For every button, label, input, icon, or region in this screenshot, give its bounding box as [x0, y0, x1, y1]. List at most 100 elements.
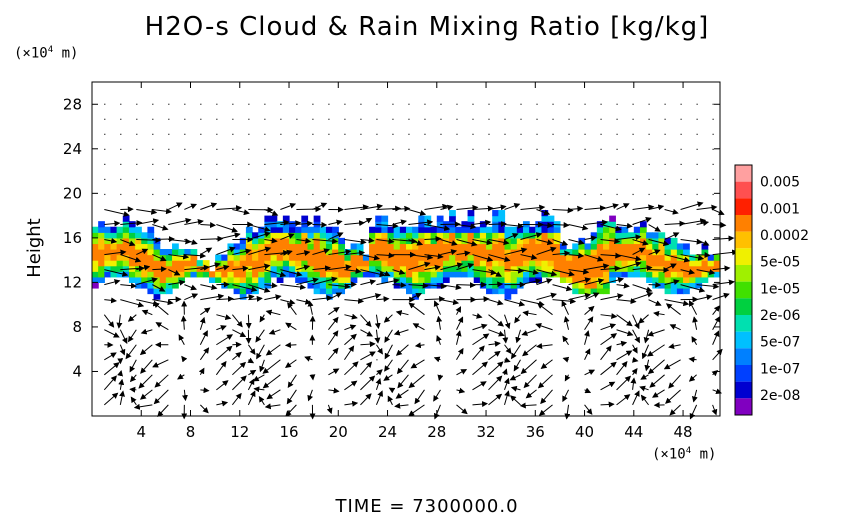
field-cell — [529, 276, 536, 283]
field-cell — [603, 271, 610, 278]
x-tick-label: 20 — [329, 423, 348, 441]
field-cell — [141, 260, 149, 267]
field-cell — [196, 260, 204, 267]
field-cell — [338, 271, 346, 278]
wind-vector — [344, 361, 359, 376]
wind-vector — [525, 389, 537, 399]
field-cell — [122, 226, 130, 233]
colorbar-label: 0.0002 — [760, 228, 809, 244]
field-cell — [332, 232, 339, 239]
field-cell — [553, 232, 561, 239]
field-cell — [572, 260, 579, 267]
wind-vector — [456, 204, 479, 211]
field-cell — [332, 287, 339, 295]
field-cell — [110, 226, 118, 233]
field-cell — [258, 226, 265, 233]
field-cell — [325, 226, 333, 233]
field-cell — [676, 243, 684, 250]
wind-vector — [117, 370, 124, 377]
field-cell — [529, 237, 536, 245]
field-cell — [621, 249, 629, 256]
field-cell — [98, 249, 105, 256]
field-cell — [196, 271, 204, 278]
wind-vector — [184, 252, 207, 259]
wind-vector — [440, 299, 460, 306]
field-cell — [504, 276, 512, 283]
field-cell — [289, 226, 296, 233]
field-cell — [418, 249, 426, 256]
wind-vector — [155, 322, 169, 331]
field-cell — [92, 260, 99, 267]
wind-vector — [433, 389, 441, 402]
field-cell — [652, 271, 660, 278]
field-cell — [178, 249, 185, 256]
field-cell — [110, 260, 118, 267]
field-cell — [609, 260, 616, 267]
field-cell — [676, 260, 684, 267]
field-cell — [387, 260, 395, 267]
field-cell — [683, 243, 690, 250]
wind-vector — [712, 249, 739, 256]
wind-vector — [664, 299, 690, 307]
field-cell — [596, 249, 604, 256]
wind-vector — [396, 359, 409, 375]
field-cell — [516, 237, 524, 245]
wind-vector — [488, 239, 510, 246]
wind-vector — [436, 315, 443, 330]
wind-vector — [600, 345, 612, 361]
field-cell — [375, 243, 382, 250]
wind-vector — [184, 284, 197, 291]
wind-vector — [408, 302, 425, 316]
field-cell — [516, 232, 524, 239]
field-cell — [590, 287, 598, 295]
field-cell — [239, 260, 247, 267]
wind-vector — [152, 236, 175, 243]
field-cell — [603, 254, 610, 261]
field-cell — [325, 254, 333, 261]
wind-vector — [616, 261, 642, 271]
field-cell — [159, 276, 167, 283]
wind-vector — [616, 361, 628, 376]
field-cell — [128, 243, 136, 250]
field-cell — [498, 226, 506, 233]
field-cell — [98, 276, 105, 283]
wind-vector — [140, 328, 153, 335]
field-cell — [646, 265, 653, 272]
field-cell — [670, 249, 678, 256]
field-cell — [406, 265, 413, 272]
field-cell — [713, 254, 721, 261]
wind-vector — [712, 235, 735, 242]
wind-vector — [152, 359, 169, 368]
field-cell — [676, 282, 684, 289]
field-cell — [393, 282, 401, 289]
field-cell — [609, 276, 616, 283]
field-cell — [319, 271, 327, 278]
wind-vector — [104, 279, 121, 286]
field-cell — [467, 254, 475, 261]
wind-vector — [312, 276, 338, 286]
field-cell — [683, 287, 690, 295]
wind-vector — [344, 345, 355, 361]
field-cell — [486, 287, 493, 295]
field-cell — [412, 260, 419, 267]
field-cell — [504, 265, 512, 272]
field-cell — [153, 271, 161, 278]
wind-vector — [414, 342, 425, 349]
field-cell — [252, 271, 259, 278]
field-cell — [535, 226, 543, 233]
field-cell — [381, 249, 389, 256]
wind-vector — [120, 239, 136, 247]
field-cell — [98, 243, 105, 250]
wind-vector — [536, 278, 553, 286]
field-cell — [658, 254, 666, 261]
field-cell — [122, 232, 130, 239]
y-axis-unit: (×104 m) — [14, 45, 79, 62]
wind-vector — [139, 344, 153, 356]
wind-vector — [307, 389, 314, 402]
field-cell — [498, 243, 506, 250]
wind-vector — [504, 299, 526, 307]
field-cell — [603, 232, 610, 239]
wind-vector — [232, 248, 252, 256]
field-cell — [289, 243, 296, 250]
field-cell — [375, 215, 382, 222]
